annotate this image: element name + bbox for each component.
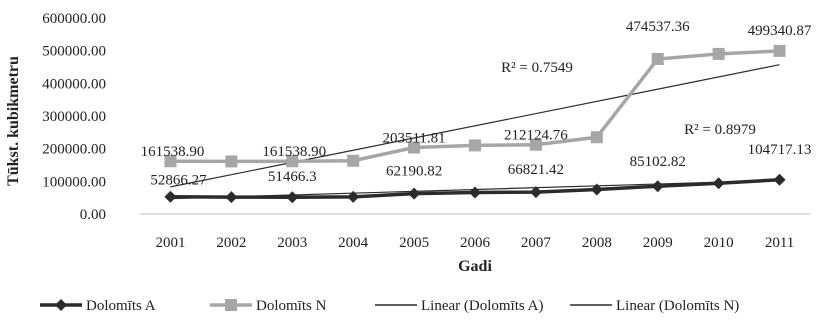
data-point-square [590,131,603,144]
legend-label: Dolomīts A [86,298,156,314]
x-tick-label: 2011 [765,235,794,251]
r-squared-label: R² = 0.7549 [501,60,573,76]
x-tick-label: 2007 [521,235,552,251]
trendline [170,64,780,188]
legend-item: Dolomīts N [210,298,327,314]
x-tick-label: 2005 [399,235,429,251]
x-tick-label: 2002 [216,235,246,251]
data-label: 85102.82 [630,154,686,170]
y-tick-label: 200000.00 [42,142,106,158]
x-tick-label: 2003 [277,235,307,251]
data-point-diamond [286,191,299,204]
data-point-diamond [712,177,725,190]
x-tick-label: 2009 [643,235,673,251]
data-point-diamond [164,190,177,203]
data-point-diamond [347,190,360,203]
data-label: 203511.81 [382,131,445,147]
data-point-square [773,44,786,57]
data-label: 212124.76 [504,128,568,144]
y-tick-label: 300000.00 [42,109,106,125]
series-layer [164,44,786,204]
data-point-diamond [651,180,664,193]
x-tick-label: 2001 [155,235,185,251]
data-label: 499340.87 [748,23,812,39]
legend-label: Linear (Dolomīts N) [616,298,739,314]
legend: Dolomīts A Dolomīts N Linear (Dolomīts A) L… [40,298,739,314]
x-tick-label: 2008 [582,235,612,251]
data-point-square [651,52,664,65]
data-label: 52866.27 [150,173,207,189]
r-squared-label: R² = 0.8979 [684,122,756,138]
r-squared-labels: R² = 0.8979 R² = 0.7549 [501,60,756,138]
data-point-diamond [225,191,238,204]
data-point-square [347,154,360,167]
x-tick-label: 2006 [460,235,491,251]
data-point-square [469,139,481,152]
data-label: 51466.3 [268,169,317,185]
data-labels: 52866.27 51466.3 62190.82 66821.42 85102.82 1… [141,19,812,189]
legend-swatch-diamond [55,299,67,311]
data-point-diamond [469,186,481,199]
data-point-square [225,155,238,168]
legend-label: Dolomīts N [256,298,327,314]
y-tick-label: 0.00 [80,207,106,223]
x-axis-ticks: 2001 2002 2003 2004 2005 2006 2007 2008 2009 2010… [155,235,794,251]
data-label: 104717.13 [748,142,812,158]
legend-label: Linear (Dolomīts A) [421,298,543,314]
data-point-square [529,138,542,151]
data-point-square [712,47,725,60]
y-tick-label: 400000.00 [42,76,106,92]
y-tick-label: 100000.00 [42,174,106,190]
data-point-square [408,141,421,154]
data-point-square [164,155,177,168]
y-tick-label: 500000.00 [42,44,106,60]
legend-item: Linear (Dolomīts A) [375,298,543,314]
data-point-diamond [590,183,603,196]
data-label: 161538.90 [262,144,326,160]
data-label: 66821.42 [508,162,564,178]
data-point-square [286,155,299,168]
data-point-diamond [408,187,421,200]
y-tick-label: 600000.00 [42,11,106,27]
x-axis-title: Gadi [458,258,492,275]
legend-swatch-square [225,299,237,311]
x-tick-label: 2004 [338,235,369,251]
data-label: 161538.90 [141,144,205,160]
data-label: 62190.82 [386,164,442,180]
legend-item: Dolomīts A [40,298,156,314]
y-axis-title: Tūkst. kubikmetru [5,56,22,186]
data-point-diamond [773,173,786,186]
legend-item: Linear (Dolomīts N) [570,298,739,314]
data-point-diamond [529,186,542,199]
data-label: 474537.36 [626,19,690,35]
y-axis-ticks: 0.00 100000.00 200000.00 300000.00 400000.00… [42,11,106,223]
x-tick-label: 2010 [704,235,734,251]
